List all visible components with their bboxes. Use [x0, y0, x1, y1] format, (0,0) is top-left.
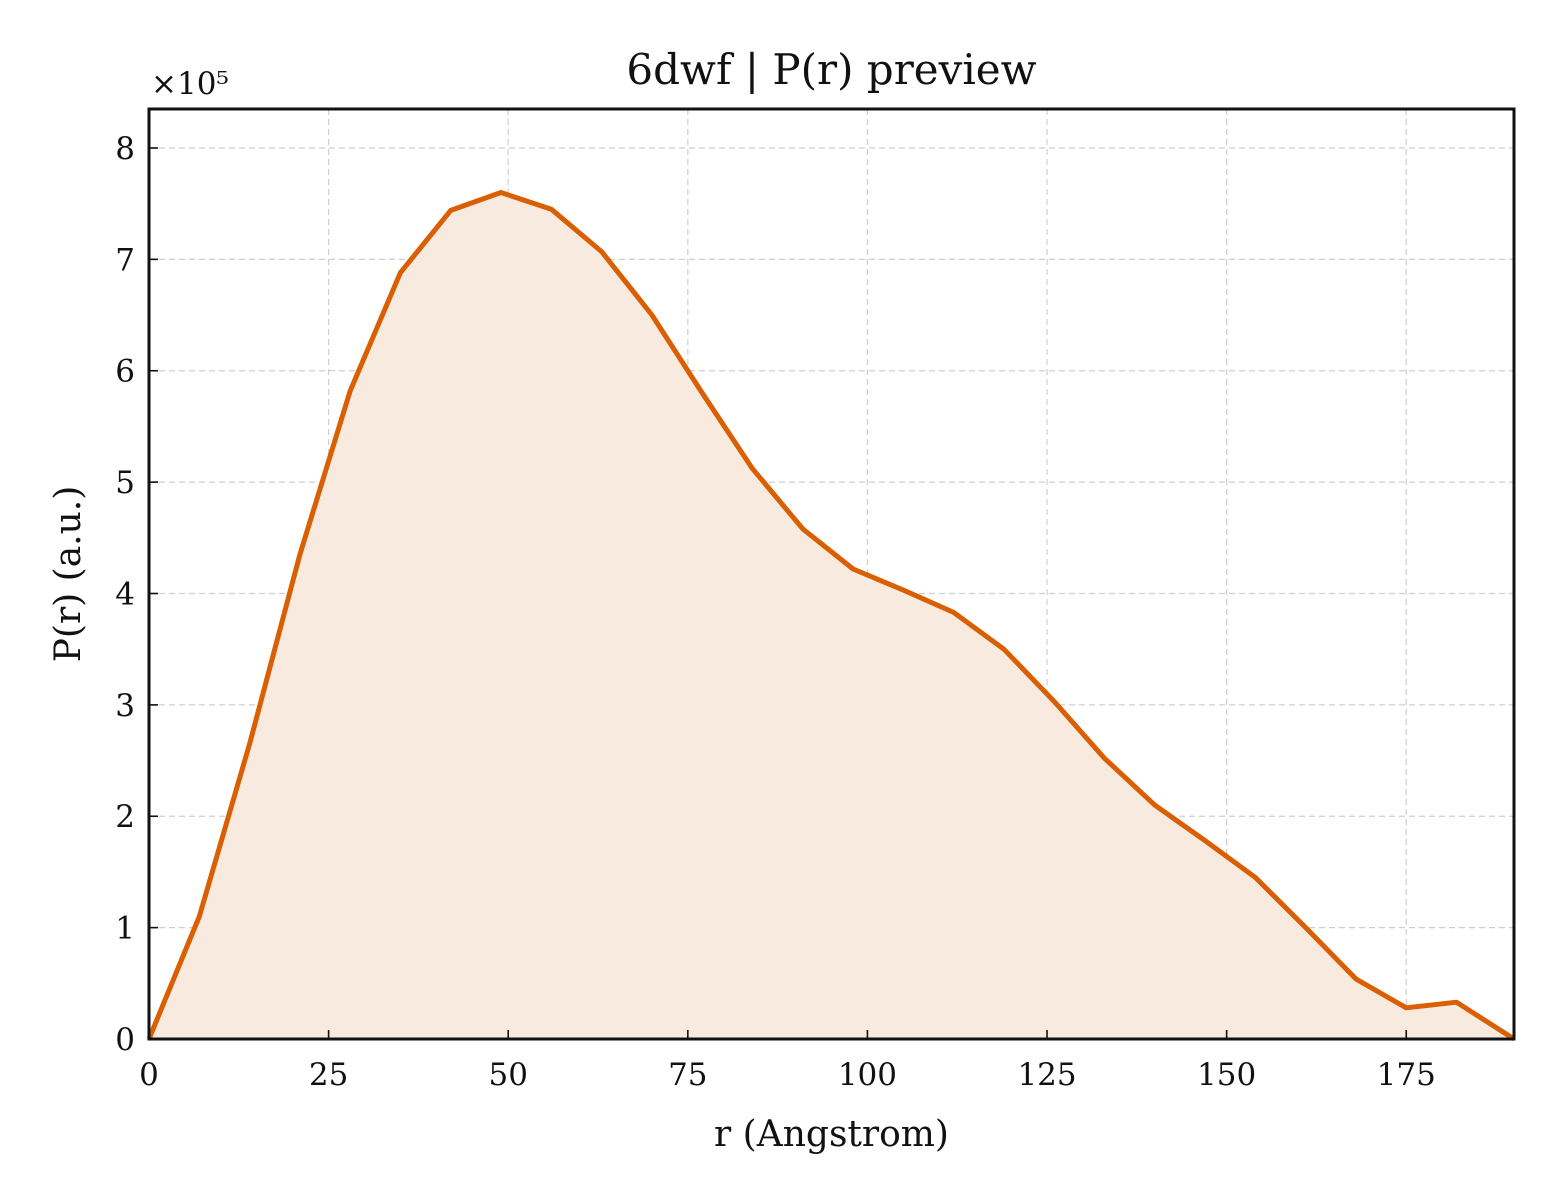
plot-frame — [147, 107, 1516, 1041]
x-tick-label: 125 — [1017, 1057, 1076, 1093]
y-axis-label: P(r) (a.u.) — [48, 486, 89, 663]
y-tick-label: 4 — [115, 576, 135, 612]
y-tick-label: 6 — [115, 354, 135, 390]
y-tick-label: 1 — [115, 911, 135, 947]
y-tick-label: 0 — [115, 1022, 135, 1058]
axis-ticks: 0 25 50 75 100 125 150 175 0 1 2 3 4 5 6 7 8 — [115, 131, 1436, 1093]
pr-curve-line — [146, 190, 1516, 1042]
x-tick-label: 0 — [139, 1057, 159, 1093]
x-tick-label: 150 — [1197, 1057, 1256, 1093]
chart-title: 6dwf | P(r) preview — [626, 45, 1036, 94]
x-axis-label: r (Angstrom) — [714, 1114, 949, 1155]
y-tick-label: 3 — [115, 688, 135, 724]
x-tick-label: 25 — [309, 1057, 348, 1093]
x-tick-label: 100 — [838, 1057, 897, 1093]
y-tick-label: 2 — [115, 799, 135, 835]
y-multiplier-label: ×10⁵ — [151, 66, 229, 102]
x-tick-label: 50 — [488, 1057, 527, 1093]
area-fill — [149, 192, 1514, 1039]
y-tick-label: 5 — [115, 465, 135, 501]
y-tick-label: 7 — [115, 242, 135, 278]
x-tick-label: 175 — [1377, 1057, 1436, 1093]
y-tick-label: 8 — [115, 131, 135, 167]
x-tick-label: 75 — [668, 1057, 707, 1093]
